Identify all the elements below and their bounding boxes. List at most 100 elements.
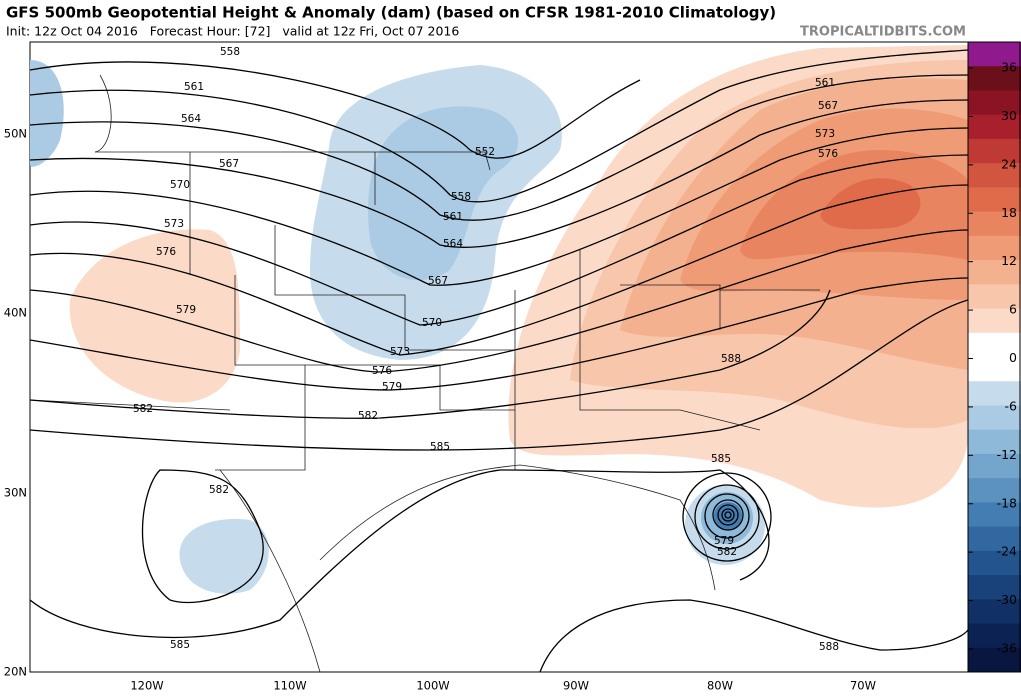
contour-line xyxy=(141,469,264,604)
colorbar-tick-label: 6 xyxy=(1009,302,1017,317)
lon-label: 100W xyxy=(416,679,449,693)
colorbar-tick-label: -6 xyxy=(1005,398,1018,413)
lon-label: 70W xyxy=(850,679,876,693)
contour-label: 567 xyxy=(428,275,448,287)
contour-line xyxy=(30,61,641,159)
colorbar-band xyxy=(968,90,1021,116)
contour-label: 567 xyxy=(818,100,838,112)
contour-label: 576 xyxy=(818,148,838,160)
axis-labels: 50N 40N 30N 20N 120W 110W 100W 90W 80W 70W xyxy=(4,127,876,693)
colorbar-band xyxy=(968,478,1021,503)
colorbar-band xyxy=(968,66,1021,91)
anomaly-cool xyxy=(179,519,269,594)
contour-label: 585 xyxy=(170,639,190,651)
colorbar-tick-label: -24 xyxy=(997,544,1017,559)
colorbar-tick-label: 12 xyxy=(1001,253,1017,268)
contour-line xyxy=(30,74,968,221)
contour-line xyxy=(721,508,735,522)
colorbar-band xyxy=(968,187,1021,213)
colorbar-band xyxy=(968,502,1021,528)
contour-label: 582 xyxy=(717,546,737,558)
contour-label: 588 xyxy=(819,641,839,653)
contour-label: 558 xyxy=(220,46,240,58)
colorbar-band xyxy=(968,357,1021,382)
anomaly-cool xyxy=(368,106,519,280)
contour-line xyxy=(30,127,968,286)
lon-label: 120W xyxy=(130,679,163,693)
colorbar-band xyxy=(968,429,1021,455)
colorbar-band xyxy=(968,308,1021,334)
contour-label: 573 xyxy=(164,218,184,230)
colorbar-band xyxy=(968,260,1021,285)
contour-line xyxy=(30,154,968,326)
colorbar-tick-label: 36 xyxy=(1001,60,1017,75)
contour-label: 585 xyxy=(711,453,731,465)
contour-label: 576 xyxy=(156,246,176,258)
contour-label: 558 xyxy=(451,191,471,203)
contour-line xyxy=(539,599,968,672)
colorbar-tick-label: -18 xyxy=(997,495,1017,510)
contour-label: 570 xyxy=(170,179,190,191)
contour-line xyxy=(694,484,760,550)
colorbar-band xyxy=(968,235,1021,261)
contour-label: 561 xyxy=(184,81,204,93)
colorbar-band xyxy=(968,138,1021,164)
colorbar-tick-label: -36 xyxy=(997,641,1017,656)
colorbar-band xyxy=(968,453,1021,479)
contour-line xyxy=(30,184,968,356)
contour-label: 585 xyxy=(430,441,450,453)
contour-label: 564 xyxy=(181,113,201,125)
anomaly-warm xyxy=(820,178,921,230)
lat-label: 20N xyxy=(4,665,27,679)
colorbar-band xyxy=(968,284,1021,310)
colorbar-band xyxy=(968,647,1021,673)
colorbar-band xyxy=(968,405,1021,431)
contour-line xyxy=(724,511,732,519)
contour-label: 564 xyxy=(443,238,463,250)
colorbar-band xyxy=(968,575,1021,600)
site-credit: TROPICALTIDBITS.COM xyxy=(800,25,966,40)
contour-label: 561 xyxy=(443,211,463,223)
contour-label: 573 xyxy=(390,346,410,358)
contour-label: 561 xyxy=(815,77,835,89)
contour-line xyxy=(712,499,744,531)
colorbar-band xyxy=(968,381,1021,406)
contour-label: 567 xyxy=(219,158,239,170)
map-area: 558 561 564 567 570 573 576 579 582 582 585 552 558 5… xyxy=(29,41,969,673)
contour-label: 579 xyxy=(176,304,196,316)
colorbar-band xyxy=(968,42,1021,67)
subtitle: Init: 12z Oct 04 2016 Forecast Hour: [72… xyxy=(6,24,459,39)
contour-line xyxy=(682,472,772,562)
colorbar: 36 30 24 18 12 6 0 -6 -12 -18 -24 -30 -36 xyxy=(967,41,1021,673)
anomaly-cool xyxy=(30,60,64,167)
colorbar-band xyxy=(968,211,1021,237)
colorbar-tick-label: -12 xyxy=(997,447,1017,462)
lon-label: 110W xyxy=(273,679,306,693)
title: GFS 500mb Geopotential Height & Anomaly … xyxy=(6,4,776,22)
contour-label: 582 xyxy=(358,410,378,422)
colorbar-band xyxy=(968,526,1021,552)
contour-line xyxy=(30,49,968,203)
contour-label: 588 xyxy=(721,353,741,365)
colorbar-frame xyxy=(967,41,1021,673)
contour-line xyxy=(30,299,968,451)
contour-label: 576 xyxy=(372,365,392,377)
contour-line xyxy=(30,99,968,248)
colorbar-band xyxy=(968,163,1021,188)
lon-label: 80W xyxy=(707,679,733,693)
colorbar-tick-label: 18 xyxy=(1001,205,1017,220)
anomaly-warm xyxy=(69,229,241,403)
lat-label: 50N xyxy=(4,127,27,141)
contour-label: 579 xyxy=(382,381,402,393)
contour-label: 552 xyxy=(475,146,495,158)
colorbar-tick-label: -30 xyxy=(997,592,1017,607)
contour-label: 582 xyxy=(133,403,153,415)
colorbar-band xyxy=(968,114,1021,140)
colorbar-tick-label: 0 xyxy=(1009,350,1017,365)
contour-line xyxy=(30,229,968,373)
colorbar-band xyxy=(968,623,1021,649)
contour-label: 582 xyxy=(209,484,229,496)
contour-line xyxy=(717,504,739,526)
